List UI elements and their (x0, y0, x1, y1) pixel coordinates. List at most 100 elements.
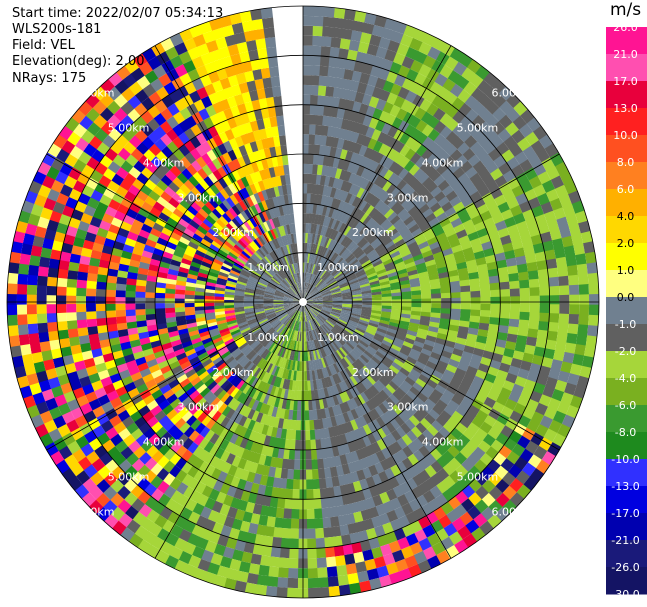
velocity-gate (377, 325, 388, 332)
velocity-gate (390, 429, 402, 442)
velocity-gate (400, 469, 413, 482)
velocity-gate (577, 273, 589, 286)
velocity-gate (348, 277, 358, 284)
velocity-gate (530, 234, 543, 246)
velocity-gate (427, 356, 440, 366)
velocity-gate (528, 197, 541, 210)
velocity-gate (519, 303, 530, 313)
velocity-gate (330, 37, 342, 49)
velocity-gate (385, 331, 397, 338)
velocity-gate (312, 303, 323, 307)
velocity-gate (559, 285, 570, 296)
velocity-gate (378, 37, 392, 50)
velocity-gate (352, 233, 362, 243)
velocity-gate (560, 361, 573, 374)
velocity-gate (307, 284, 313, 294)
velocity-gate (401, 310, 412, 315)
velocity-gate (326, 319, 336, 327)
velocity-gate (370, 285, 381, 291)
velocity-gate (309, 233, 314, 244)
velocity-gate (439, 318, 450, 325)
velocity-gate (389, 278, 400, 284)
velocity-gate (322, 115, 331, 127)
velocity-gate (467, 422, 480, 435)
velocity-gate (313, 498, 322, 509)
velocity-gate (316, 369, 322, 380)
velocity-gate (310, 288, 318, 296)
velocity-gate (332, 296, 343, 300)
velocity-gate (430, 222, 443, 233)
velocity-gate (408, 415, 420, 427)
velocity-gate (399, 348, 411, 357)
velocity-gate (548, 313, 560, 324)
velocity-gate (390, 30, 405, 44)
velocity-gate (332, 268, 341, 277)
velocity-gate (329, 284, 339, 290)
velocity-gate (448, 358, 460, 369)
velocity-gate (306, 272, 310, 283)
velocity-gate (306, 548, 317, 559)
velocity-gate (135, 314, 147, 322)
velocity-gate (549, 285, 560, 296)
velocity-gate (448, 470, 462, 484)
velocity-gate (364, 158, 375, 170)
velocity-gate (314, 518, 324, 529)
velocity-gate (470, 309, 481, 317)
velocity-gate (503, 348, 515, 359)
velocity-gate (333, 220, 341, 231)
velocity-gate (372, 299, 382, 303)
velocity-gate (314, 214, 320, 225)
velocity-gate (564, 180, 578, 195)
velocity-gate (411, 209, 423, 221)
velocity-gate (386, 268, 397, 275)
velocity-gate (322, 247, 328, 258)
velocity-gate (312, 478, 320, 490)
velocity-gate (501, 355, 513, 366)
velocity-gate (342, 237, 351, 247)
velocity-gate (448, 324, 459, 332)
velocity-gate (484, 343, 496, 354)
velocity-gate (399, 367, 410, 377)
velocity-gate (377, 215, 388, 226)
velocity-gate (321, 307, 332, 312)
velocity-gate (337, 200, 345, 211)
velocity-gate (330, 287, 341, 292)
velocity-gate (401, 299, 412, 304)
velocity-gate (352, 439, 362, 451)
velocity-gate (333, 188, 341, 200)
velocity-gate (417, 433, 429, 446)
velocity-gate (450, 149, 463, 162)
velocity-gate (336, 258, 346, 268)
velocity-gate (184, 298, 195, 304)
velocity-gate (362, 435, 372, 447)
velocity-gate (283, 508, 292, 519)
velocity-gate (415, 262, 427, 270)
velocity-gate (376, 427, 387, 440)
velocity-gate (480, 310, 491, 318)
velocity-gate (135, 308, 146, 316)
velocity-gate (526, 371, 539, 383)
velocity-gate (313, 276, 320, 286)
velocity-gate (339, 359, 348, 370)
velocity-gate (410, 310, 421, 317)
velocity-gate (331, 292, 342, 296)
velocity-gate (7, 282, 18, 295)
velocity-gate (318, 204, 325, 216)
velocity-gate (539, 312, 550, 323)
velocity-gate (363, 230, 374, 240)
velocity-gate (528, 225, 541, 238)
velocity-gate (303, 272, 306, 283)
velocity-gate (359, 539, 372, 552)
velocity-gate (316, 359, 322, 370)
velocity-gate (320, 357, 327, 368)
velocity-gate (420, 245, 432, 254)
velocity-gate (467, 265, 479, 274)
velocity-gate (379, 543, 393, 557)
velocity-gate (339, 281, 349, 288)
velocity-gate (391, 292, 402, 297)
velocity-gate (402, 341, 414, 349)
velocity-gate (341, 494, 351, 506)
velocity-gate (332, 254, 341, 264)
velocity-gate (389, 250, 401, 259)
velocity-gate (365, 527, 378, 540)
